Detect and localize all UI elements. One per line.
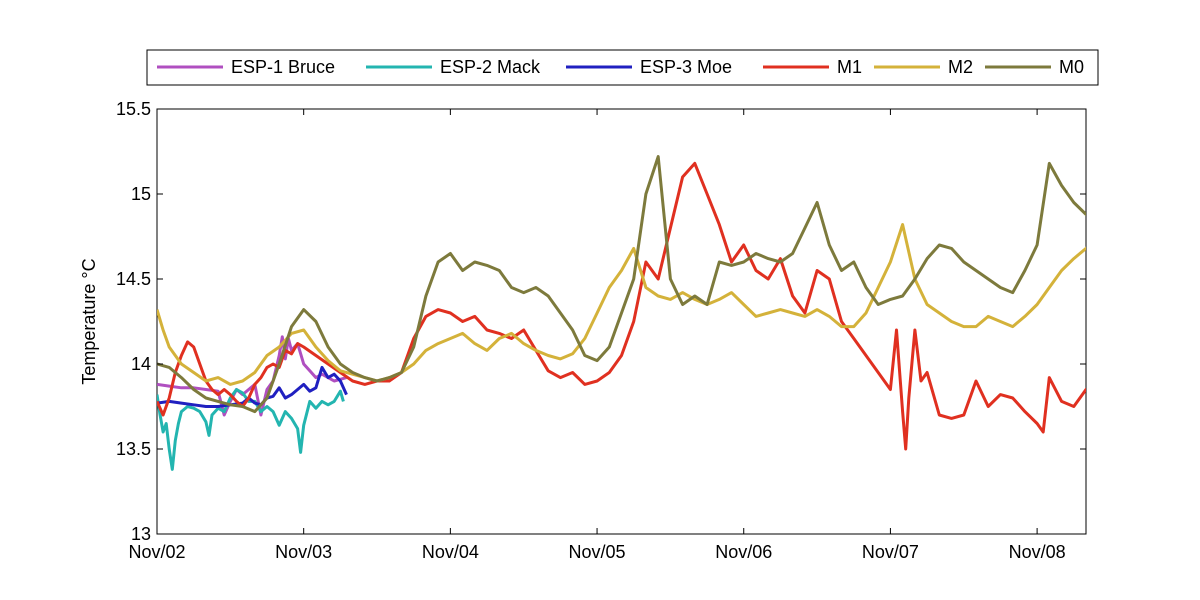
x-tick-label: Nov/07 <box>862 542 919 562</box>
legend-label-esp-2-mack: ESP-2 Mack <box>440 57 541 77</box>
x-tick-label: Nov/05 <box>569 542 626 562</box>
x-tick-label: Nov/04 <box>422 542 479 562</box>
x-axis: Nov/02 Nov/03 Nov/04 Nov/05 Nov/06 Nov/07 Nov/… <box>128 109 1066 562</box>
legend: ESP-1 Bruce ESP-2 Mack ESP-3 Moe M1 M2 M0 <box>146 49 1099 86</box>
series-line-m2 <box>157 223 1086 386</box>
x-tick-label: Nov/08 <box>1009 542 1066 562</box>
y-tick-label: 13.5 <box>116 439 151 459</box>
legend-label-m2: M2 <box>948 57 973 77</box>
x-tick-label: Nov/03 <box>275 542 332 562</box>
y-axis: 13 13.5 14 14.5 15 15.5 <box>116 99 1086 544</box>
legend-label-esp-3-moe: ESP-3 Moe <box>640 57 732 77</box>
legend-label-m1: M1 <box>837 57 862 77</box>
y-tick-label: 13 <box>131 524 151 544</box>
series-line-m0 <box>157 155 1086 414</box>
series-line-esp-2-mack <box>157 388 345 471</box>
y-axis-title: Temperature °C <box>79 258 99 384</box>
plot-frame <box>156 108 1087 535</box>
y-tick-label: 15.5 <box>116 99 151 119</box>
legend-items: ESP-1 Bruce ESP-2 Mack ESP-3 Moe M1 M2 M0 <box>157 57 1084 77</box>
y-tick-label: 14 <box>131 354 151 374</box>
x-tick-label: Nov/06 <box>715 542 772 562</box>
x-tick-label: Nov/02 <box>128 542 185 562</box>
series-layer <box>157 155 1086 471</box>
legend-label-m0: M0 <box>1059 57 1084 77</box>
legend-label-esp-1-bruce: ESP-1 Bruce <box>231 57 335 77</box>
series-line-esp-3-moe <box>157 365 348 408</box>
y-tick-label: 14.5 <box>116 269 151 289</box>
y-tick-label: 15 <box>131 184 151 204</box>
